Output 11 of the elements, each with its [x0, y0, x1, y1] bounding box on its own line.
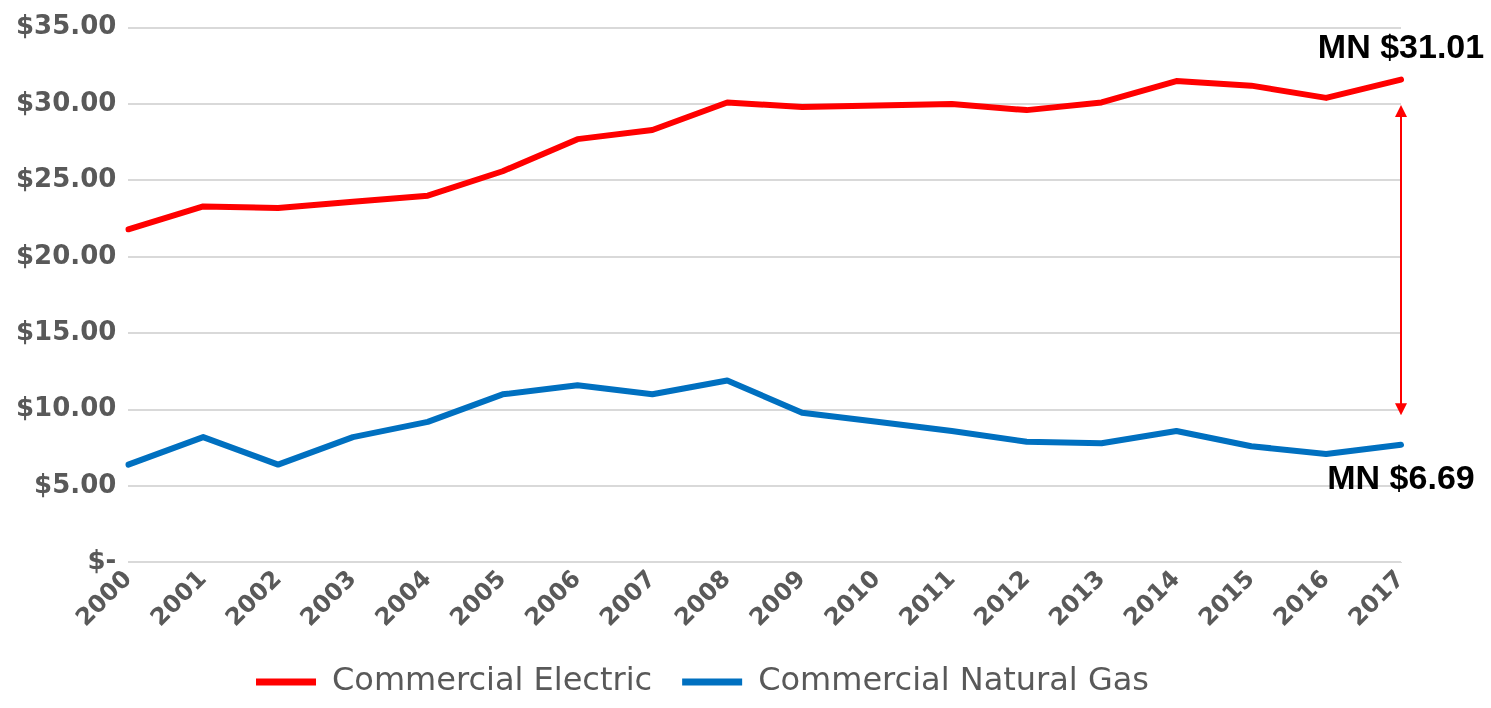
annotation: MN $31.01 [1317, 26, 1485, 65]
y-tick-label: $25.00 [15, 163, 117, 194]
y-tick-label: $35.00 [15, 10, 117, 41]
legend-label: Commercial Natural Gas [758, 660, 1149, 699]
y-tick-label: $15.00 [15, 315, 117, 346]
annotation: MN $6.69 [1327, 458, 1475, 497]
legend-label: Commercial Electric [332, 660, 653, 699]
y-tick-label: $5.00 [34, 468, 117, 499]
y-tick-label: $30.00 [15, 86, 117, 117]
y-tick-label: $20.00 [15, 239, 117, 270]
y-tick-label: $10.00 [15, 392, 117, 423]
